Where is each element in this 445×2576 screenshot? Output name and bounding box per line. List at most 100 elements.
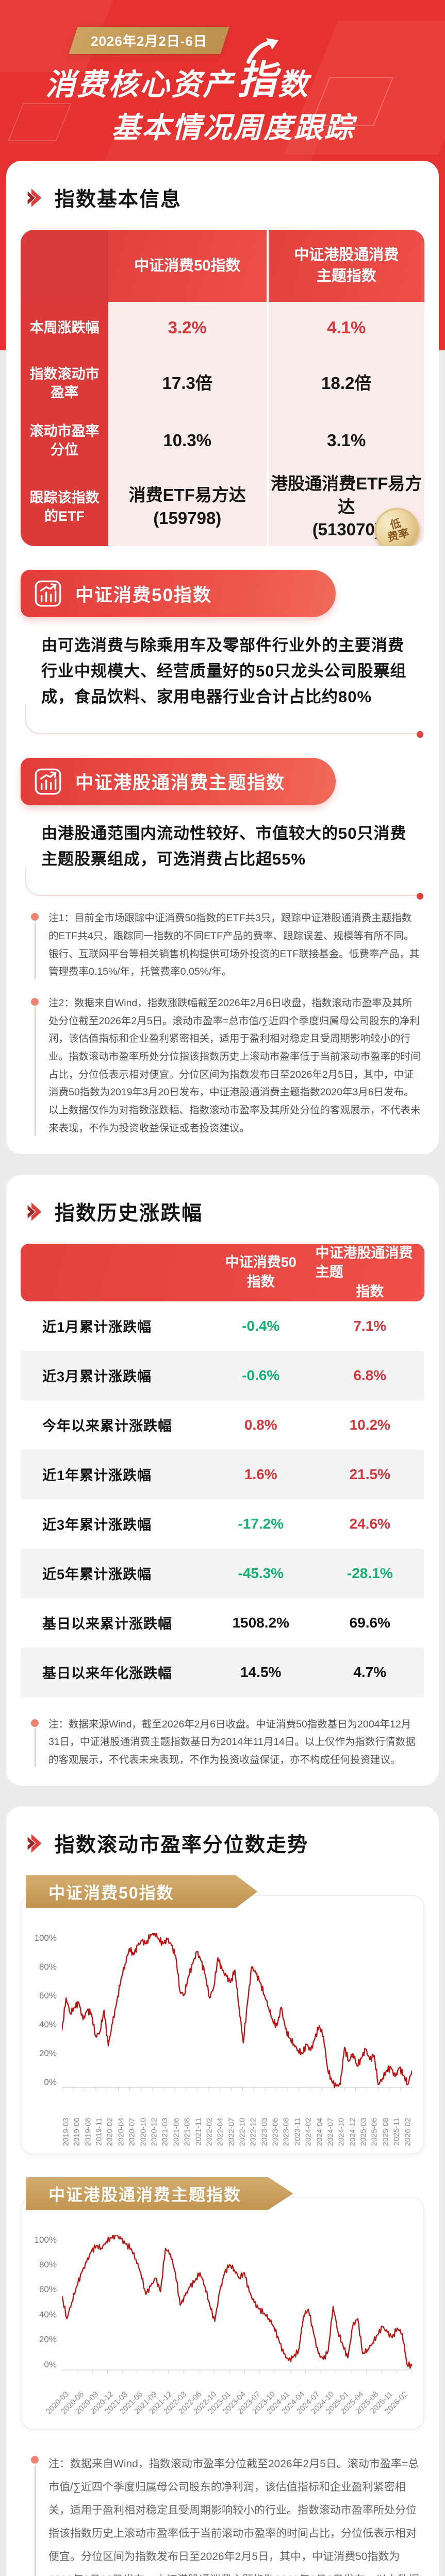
section-title: 指数滚动市盈率分位数走势 [55,1834,309,1856]
index1-description: 由可选消费与除乘用车及零部件行业外的主要消费行业中规模大、经营质量好的50只龙头… [21,617,424,738]
table-row: 近1年累计涨跌幅 1.6% 21.5% [21,1449,424,1499]
y-tick-label: 80% [39,2260,57,2270]
y-tick-label: 40% [39,2309,57,2319]
note-pin-stem [34,1727,36,1767]
rising-arrow-icon [246,38,279,64]
x-tick-label: 2019-11 [94,2117,104,2146]
chart2-x-axis: 2020-03 2020-06 2020-09 2020-12 2021-03 2021-… [44,2374,412,2419]
history-card: 指数历史涨跌幅 中证消费50 指数 中证港股通消费主题 指数 近1月累计涨跌幅 -0… [6,1174,439,1786]
table-cell-pe-2: 18.2倍 [266,353,424,413]
header-index2: 中证港股通消费主题 指数 [315,1245,413,1300]
chevron-icon [27,1834,42,1853]
x-tick-label: 2019-03 [61,2117,71,2146]
section-header-basic-info: 指数基本信息 [26,183,424,212]
table-row: 基日以来累计涨跌幅 1508.2% 69.6% [42,1614,390,1632]
bar-chart-icon [35,768,61,794]
history-note: 注：数据来源Wind，截至2026年2月6日收盘。中证消费50指数基日为2004… [24,1716,421,1769]
x-tick-label: 2021-11 [194,2117,203,2146]
chart1-plot [62,1933,412,2092]
x-tick-label: 2022-07 [227,2117,236,2146]
x-tick-label: 2021-06 [172,2117,181,2146]
section-title: 指数基本信息 [55,189,182,211]
table-cell-etf-2: 港股通消费ETF易方达 (513070) 低 费率 [266,468,424,546]
note-pin-stem [34,2464,36,2576]
x-tick-label: 2021-08 [183,2117,192,2146]
history-table-body: 近1月累计涨跌幅 -0.4% 7.1% 近3月累计涨跌幅 -0.6% 6.8% … [21,1301,424,1697]
x-tick-label: 2025-06 [370,2117,379,2146]
table-row: 近1月累计涨跌幅 -0.4% 7.1% [42,1317,387,1335]
chart2-panel: 100% 80% 60% 40% 20% 0% 2020-03 2020-06 2020-09… [21,2196,424,2430]
note-pin-stem [34,922,36,979]
x-tick-label: 2024-10 [337,2117,346,2146]
header-index1: 中证消费50 指数 [225,1255,296,1290]
pe-percentile-card: 指数滚动市盈率分位数走势 中证消费50指数 100% 80% 60% 40% 20% 0%… [6,1806,439,2576]
title-part1: 消费核心资产 [45,68,235,101]
table-corner-cell [21,230,108,302]
x-tick-label: 2024-02 [304,2117,313,2146]
line-end-dot [417,731,423,738]
table-row: 近5年累计涨跌幅 -45.3% -28.1% [21,1548,424,1598]
chart1-x-axis: 2019-03 2019-06 2019-08 2019-11 2020-02 2020-… [61,2092,413,2146]
line-chart [62,2234,412,2373]
x-tick-label: 2024-12 [348,2117,357,2146]
x-tick-label: 2021-03 [160,2117,170,2146]
index2-pill-title: 中证港股通消费主题指数 [75,773,286,793]
basic-info-card: 指数基本信息 中证消费50指数 中证港股通消费 主题指数 本周涨跌幅 3.2% 4… [6,161,439,1154]
chart1-banner: 中证消费50指数 [26,1875,258,1908]
note-1: 注1：目前全市场跟踪中证消费50指数的ETF共3只，跟踪中证港股通消费主题指数的… [24,909,421,981]
x-tick-label: 2023-06 [271,2117,280,2146]
page-title: 消费核心资产指数 基本情况周度跟踪 [45,38,355,142]
chevron-icon [27,189,42,207]
index1-title-pill: 中证消费50指数 [21,570,336,617]
section-header-history: 指数历史涨跌幅 [26,1197,424,1226]
table-row: 今年以来累计涨跌幅 0.8% 10.2% [42,1416,390,1434]
y-tick-label: 60% [39,1990,57,2001]
y-tick-label: 100% [34,2234,57,2245]
chart2-y-axis: 100% 80% 60% 40% 20% 0% [30,2235,62,2370]
table-cell-week-change-2: 4.1% [266,302,424,353]
y-tick-label: 100% [34,1933,57,1943]
row-label: 滚动市盈率分位 [21,413,108,468]
x-tick-label: 2026-02 [403,2117,413,2146]
column-header-index1: 中证消费50指数 [108,230,267,302]
x-tick-label: 2024-04 [315,2117,324,2146]
chart2-plot [62,2234,412,2374]
chevron-icon [27,1202,42,1221]
line-chart [62,1933,412,2091]
table-row: 近3年累计涨跌幅 -17.2% 24.6% [42,1515,390,1533]
chart1-panel: 100% 80% 60% 40% 20% 0% 2019-03 2019-06 2019-08… [21,1894,424,2155]
x-tick-label: 2019-08 [84,2117,93,2146]
column-header-index2: 中证港股通消费 主题指数 [266,230,424,302]
x-tick-label: 2023-11 [293,2117,302,2146]
note-pin-stem [34,1006,36,1136]
chart2-banner: 中证港股通消费主题指数 [26,2177,293,2210]
y-tick-label: 60% [39,2284,57,2295]
y-tick-label: 20% [39,2334,57,2345]
x-tick-label: 2022-12 [249,2117,258,2146]
hero-header: 2026年2月2日-6日 消费核心资产指数 基本情况周度跟踪 [0,0,445,161]
section-header-pe: 指数滚动市盈率分位数走势 [26,1829,424,1858]
note-pin-icon [31,2455,39,2464]
table-cell-week-change-1: 3.2% [108,302,267,353]
index1-pill-title: 中证消费50指数 [75,585,212,605]
title-emphasis: 指 [237,38,279,100]
description-underline [25,704,417,734]
table-cell-etf-1: 消费ETF易方达 (159798) [108,468,267,546]
x-tick-label: 2020-04 [117,2117,126,2146]
x-tick-label: 2022-02 [205,2117,214,2146]
table-cell-percentile-2: 3.1% [266,413,424,468]
y-tick-label: 20% [39,2048,57,2058]
section-title: 指数历史涨跌幅 [55,1202,203,1225]
x-tick-label: 2023-03 [260,2117,269,2146]
pe-note: 注：数据来自Wind，指数滚动市盈率分位截至2026年2月5日。滚动市盈率=总市… [24,2452,421,2576]
table-row: 近3月累计涨跌幅 -0.6% 6.8% [21,1350,424,1400]
bar-chart-icon [35,580,61,607]
chart1-y-axis: 100% 80% 60% 40% 20% 0% [30,1933,62,2088]
table-row: 基日以来年化涨跌幅 14.5% 4.7% [21,1647,424,1697]
x-tick-label: 2020-02 [106,2117,114,2146]
header-empty-cell [21,1244,206,1302]
x-tick-label: 2025-08 [381,2117,390,2146]
row-label: 跟踪该指数的ETF [21,468,108,546]
note-2: 注2：数据来自Wind，指数涨跌幅截至2026年2月6日收盘，指数滚动市盈率及其… [24,994,421,1138]
x-tick-label: 2022-04 [216,2117,225,2146]
